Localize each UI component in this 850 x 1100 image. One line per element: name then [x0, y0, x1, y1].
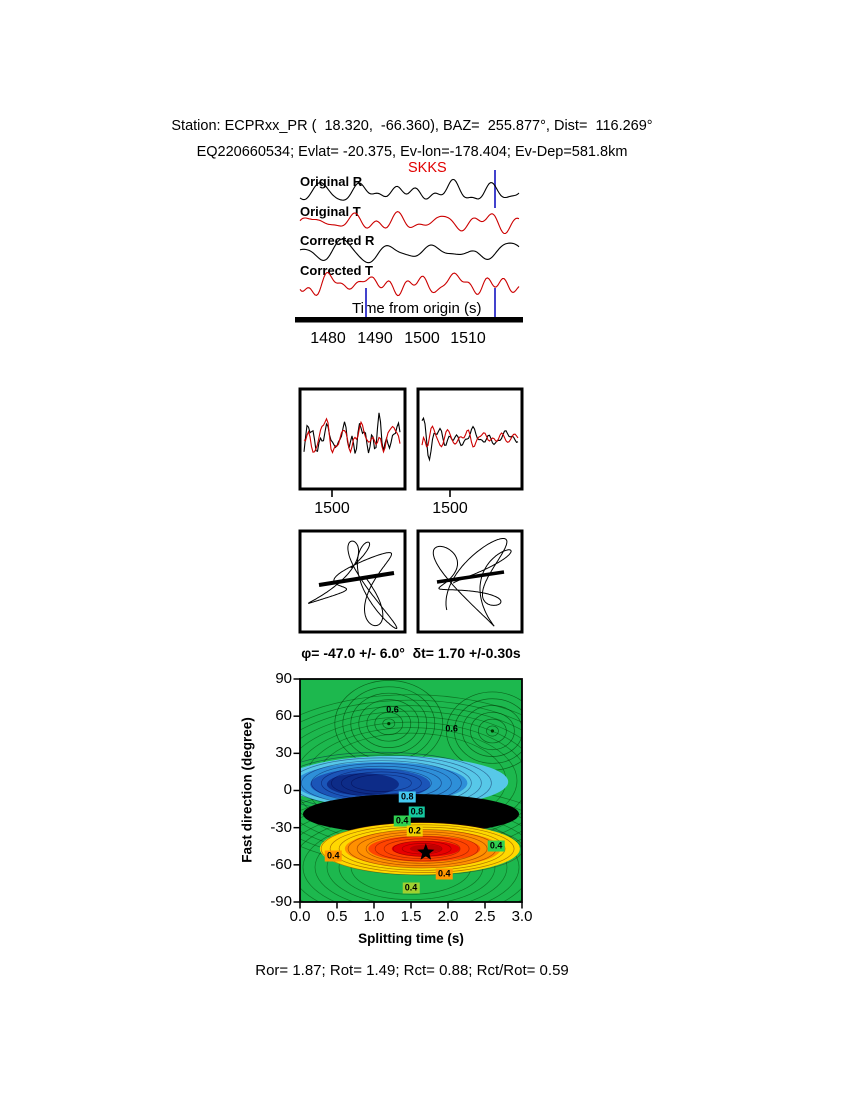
time-tick-1480: 1480: [310, 330, 346, 347]
ytick-neg30: -30: [270, 819, 292, 836]
event-header: EQ220660534; Evlat= -20.375, Ev-lon=-178…: [196, 144, 628, 160]
blue-band-core: [326, 773, 399, 796]
trace-original-r: [299, 178, 520, 201]
contour-label-0.2: 0.2: [406, 825, 423, 837]
particle-left-fast-axis: [318, 571, 395, 587]
trace-original-t: [299, 211, 520, 235]
particle-box-right: [416, 529, 524, 634]
ytick-30: 30: [275, 744, 292, 761]
trace-label-corrected-t: Corrected T: [300, 263, 373, 278]
particle-motion-right: [432, 538, 512, 627]
trace-corrected-r: [299, 238, 520, 264]
xtick-0.5: 0.5: [326, 908, 348, 925]
time-axis-label: Time from origin (s): [352, 300, 482, 317]
ytick-90: 90: [275, 670, 292, 687]
zoom-box-left: [298, 387, 407, 491]
quality-ratios-text: Ror= 1.87; Rot= 1.49; Rct= 0.88; Rct/Rot…: [255, 962, 569, 979]
zoom-right-wave-red: [421, 425, 519, 448]
zoom-box-right: [416, 387, 524, 491]
zoom-left-wave-red: [303, 417, 401, 454]
xtick-1.5: 1.5: [400, 908, 422, 925]
zoom-left-tick-label: 1500: [314, 500, 350, 517]
green-peak-dot-left: [387, 722, 391, 726]
phase-label-skks: SKKS: [408, 160, 447, 176]
contour-label-0.8: 0.8: [399, 791, 416, 803]
xtick-1.0: 1.0: [363, 908, 385, 925]
particle-right-fast-axis: [436, 570, 505, 584]
trace-label-original-r: Original R: [300, 174, 363, 189]
time-tick-1510: 1510: [450, 330, 486, 347]
contour-label-0.4: 0.4: [402, 882, 420, 894]
contour-label-0.4: 0.4: [487, 840, 505, 852]
best-fit-star: [417, 843, 435, 860]
ytick-60: 60: [275, 707, 292, 724]
particle-motion-left: [308, 540, 398, 629]
xtick-3.0: 3.0: [511, 908, 533, 925]
trace-label-original-t: Original T: [300, 204, 361, 219]
splitting-result-title: φ= -47.0 +/- 6.0° δt= 1.70 +/-0.30s: [301, 645, 521, 661]
contour-label-0.4: 0.4: [436, 868, 453, 879]
ytick-0: 0: [283, 781, 292, 798]
particle-box-left: [298, 529, 407, 634]
zoom-right-wave-black: [421, 416, 519, 462]
station-header: Station: ECPRxx_PR ( 18.320, -66.360), B…: [171, 118, 653, 134]
time-tick-1490: 1490: [357, 330, 393, 347]
green-peak-dot-right: [490, 729, 494, 733]
contour-label-0.8: 0.8: [408, 806, 426, 818]
ytick-neg90: -90: [270, 893, 292, 910]
trace-corrected-t: [299, 271, 520, 297]
contour-label-0.4: 0.4: [325, 850, 342, 862]
xtick-2.0: 2.0: [437, 908, 459, 925]
zoom-left-wave-black: [303, 412, 401, 454]
trace-label-corrected-r: Corrected R: [300, 233, 375, 248]
xtick-0.0: 0.0: [289, 908, 311, 925]
ytick-neg60: -60: [270, 856, 292, 873]
splitting-time-axis-label: Splitting time (s): [358, 931, 464, 946]
contour-label-0.4: 0.4: [393, 815, 411, 827]
time-axis-bar: [295, 317, 523, 323]
contour-label-0.6: 0.6: [445, 723, 458, 734]
time-tick-1500: 1500: [404, 330, 440, 347]
error-surface: [300, 679, 522, 902]
zoom-right-tick-label: 1500: [432, 500, 468, 517]
contour-label-0.6: 0.6: [386, 704, 399, 715]
xtick-2.5: 2.5: [474, 908, 496, 925]
